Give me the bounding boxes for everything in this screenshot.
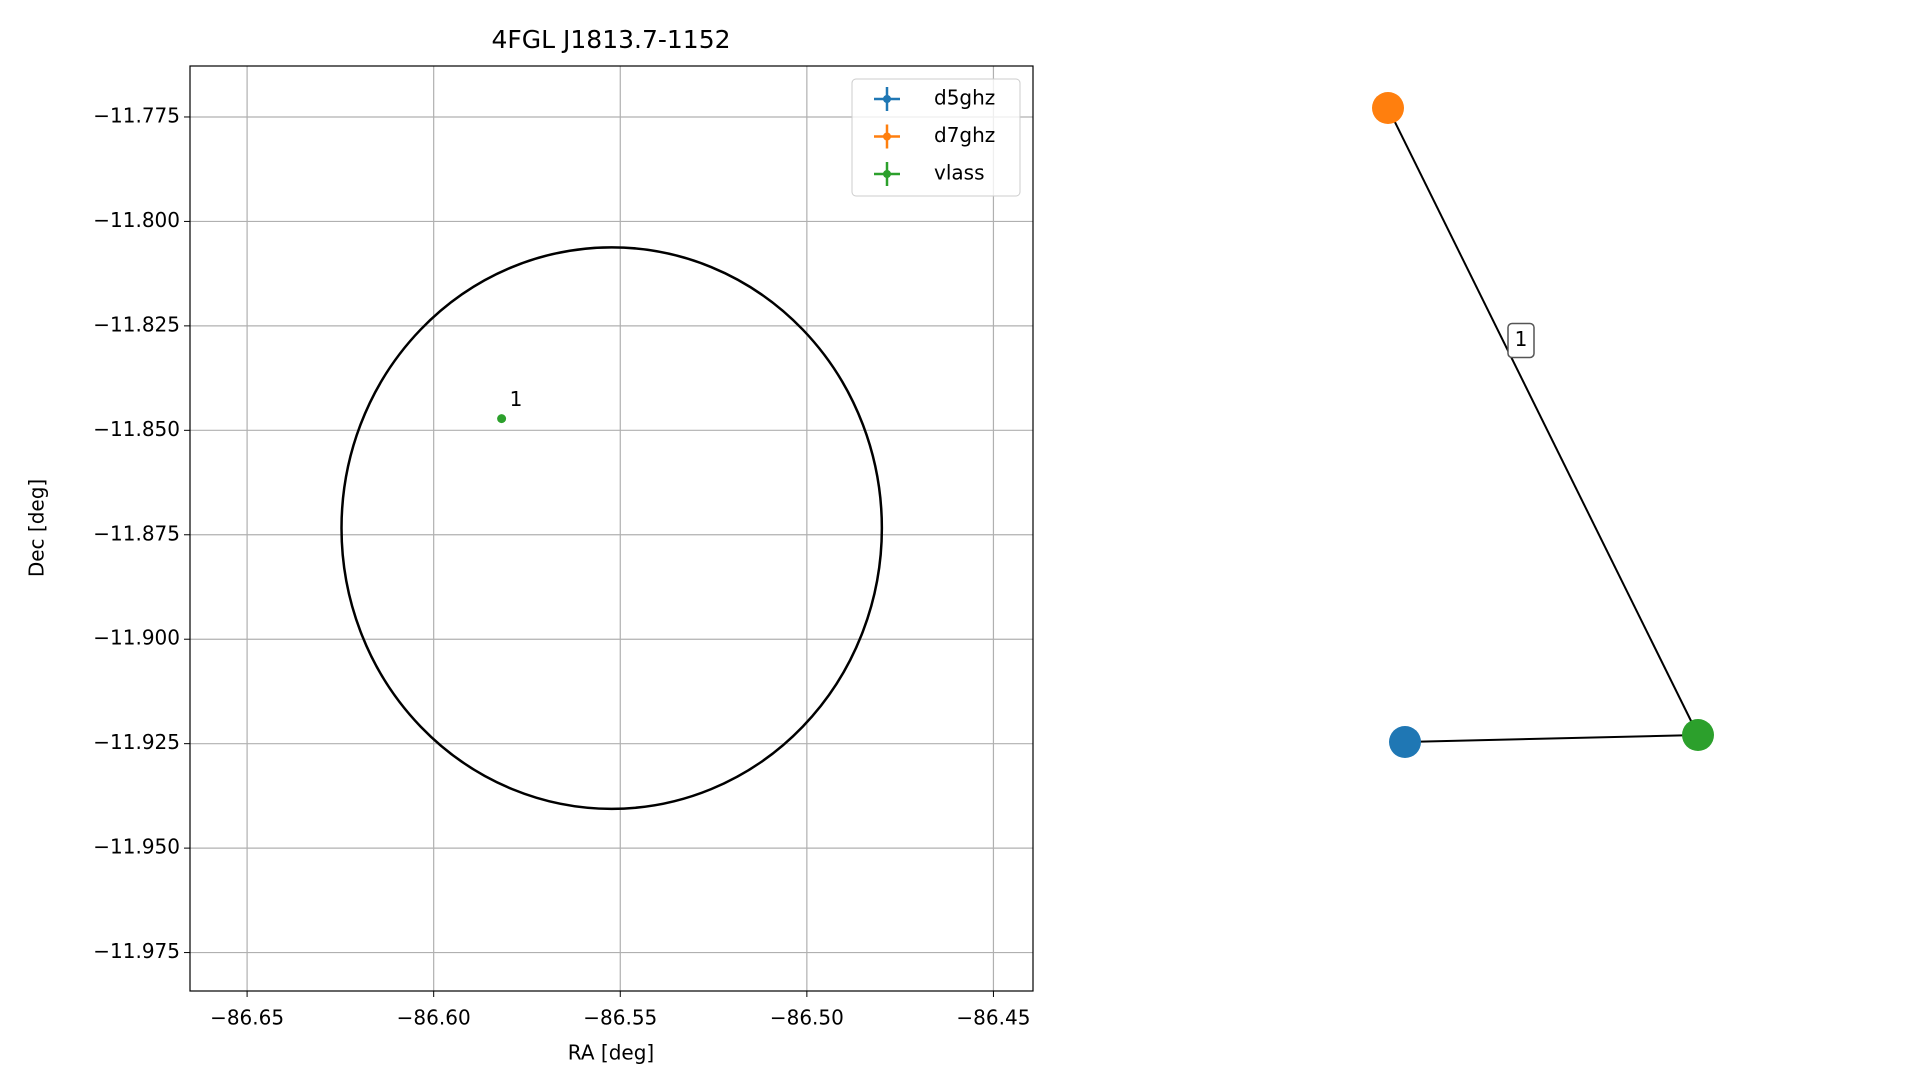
y-tick-label: −11.900 <box>93 626 180 650</box>
y-tick-label: −11.850 <box>93 417 180 441</box>
y-axis-label: Dec [deg] <box>25 479 49 577</box>
legend-box <box>851 78 1021 197</box>
x-tick-label: −86.55 <box>583 1006 657 1030</box>
y-tick-label: −11.950 <box>93 835 180 859</box>
y-tick-label: −11.825 <box>93 312 180 336</box>
x-tick-label: −86.65 <box>210 1006 284 1030</box>
y-tick-label: −11.925 <box>93 730 180 754</box>
legend-marker <box>883 170 891 178</box>
graph-edge <box>1404 734 1699 743</box>
plot-frame <box>189 65 1034 992</box>
y-tick-label: −11.775 <box>93 103 180 127</box>
y-tick-label: −11.875 <box>93 521 180 545</box>
y-tick-label: −11.975 <box>93 939 180 963</box>
x-tick-label: −86.45 <box>956 1006 1030 1030</box>
legend-label: d7ghz <box>934 123 995 147</box>
x-tick-label: −86.60 <box>397 1006 471 1030</box>
data-point <box>497 414 507 424</box>
x-tick-label: −86.50 <box>770 1006 844 1030</box>
y-tick-label: −11.800 <box>93 208 180 232</box>
x-axis-label: RA [deg] <box>568 1041 654 1065</box>
graph-node <box>1372 92 1404 124</box>
edge-label-box <box>1507 322 1535 359</box>
legend-label: d5ghz <box>934 86 995 110</box>
legend: d5ghz d7ghz vlass <box>851 78 1021 197</box>
graph-node <box>1389 726 1421 758</box>
point-label: 1 <box>510 387 523 411</box>
graph-node <box>1682 719 1714 751</box>
legend-marker <box>883 95 891 103</box>
legend-marker <box>883 132 891 141</box>
chart-title: 4FGL J1813.7-1152 <box>491 25 730 54</box>
legend-label: vlass <box>934 161 985 185</box>
edge-label: 1 <box>1515 327 1528 351</box>
graph-edge <box>1387 107 1699 736</box>
error-ellipse <box>340 246 884 811</box>
